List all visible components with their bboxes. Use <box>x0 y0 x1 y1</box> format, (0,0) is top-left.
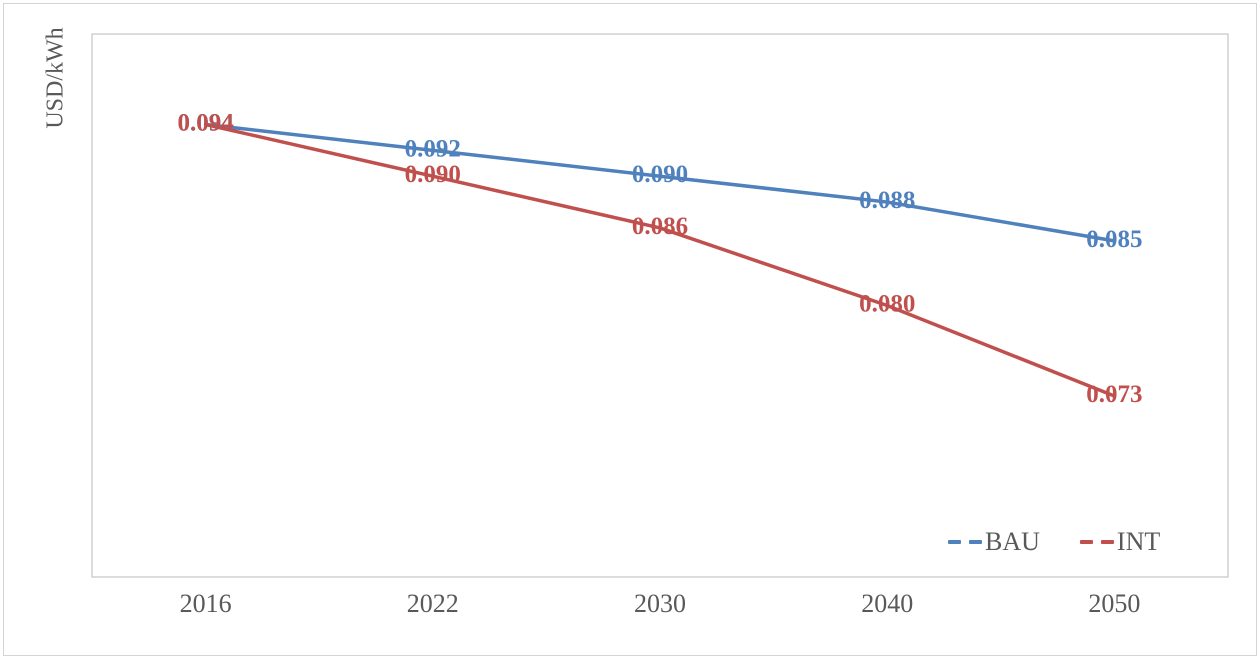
plot-area-border <box>91 33 1229 578</box>
legend-label-bau: BAU <box>985 527 1040 556</box>
data-label-bau-2022: 0.092 <box>405 135 461 162</box>
data-label-int-2016: 0.094 <box>177 110 234 137</box>
data-label-bau-2016: 0.094 <box>177 110 234 137</box>
data-label-bau-2030: 0.090 <box>632 161 688 188</box>
data-label-bau-2050: 0.085 <box>1086 226 1142 253</box>
legend-dash-icon <box>1100 540 1114 544</box>
series-line-bau <box>203 122 1117 243</box>
data-label-int-2050: 0.073 <box>1086 381 1142 408</box>
legend-label-int: INT <box>1116 527 1161 556</box>
legend-dash-icon <box>1079 540 1093 544</box>
legend-item-bau: BAU <box>948 529 1040 555</box>
x-axis-label-2022: 2022 <box>407 589 459 618</box>
data-label-bau-2040: 0.088 <box>859 187 915 214</box>
legend-dash-icon <box>948 540 961 544</box>
x-axis-label-2030: 2030 <box>634 589 686 618</box>
x-axis-label-2050: 2050 <box>1088 589 1140 618</box>
data-label-int-2022: 0.090 <box>405 161 461 188</box>
series-line-int <box>203 122 1117 398</box>
legend-dash-icon <box>969 540 982 544</box>
legend: BAU INT <box>948 529 1160 555</box>
x-axis-label-2040: 2040 <box>861 589 913 618</box>
legend-item-int: INT <box>1079 527 1161 556</box>
data-label-int-2030: 0.086 <box>632 213 688 240</box>
x-axis-label-2016: 2016 <box>180 589 232 618</box>
data-label-int-2040: 0.080 <box>859 291 915 318</box>
